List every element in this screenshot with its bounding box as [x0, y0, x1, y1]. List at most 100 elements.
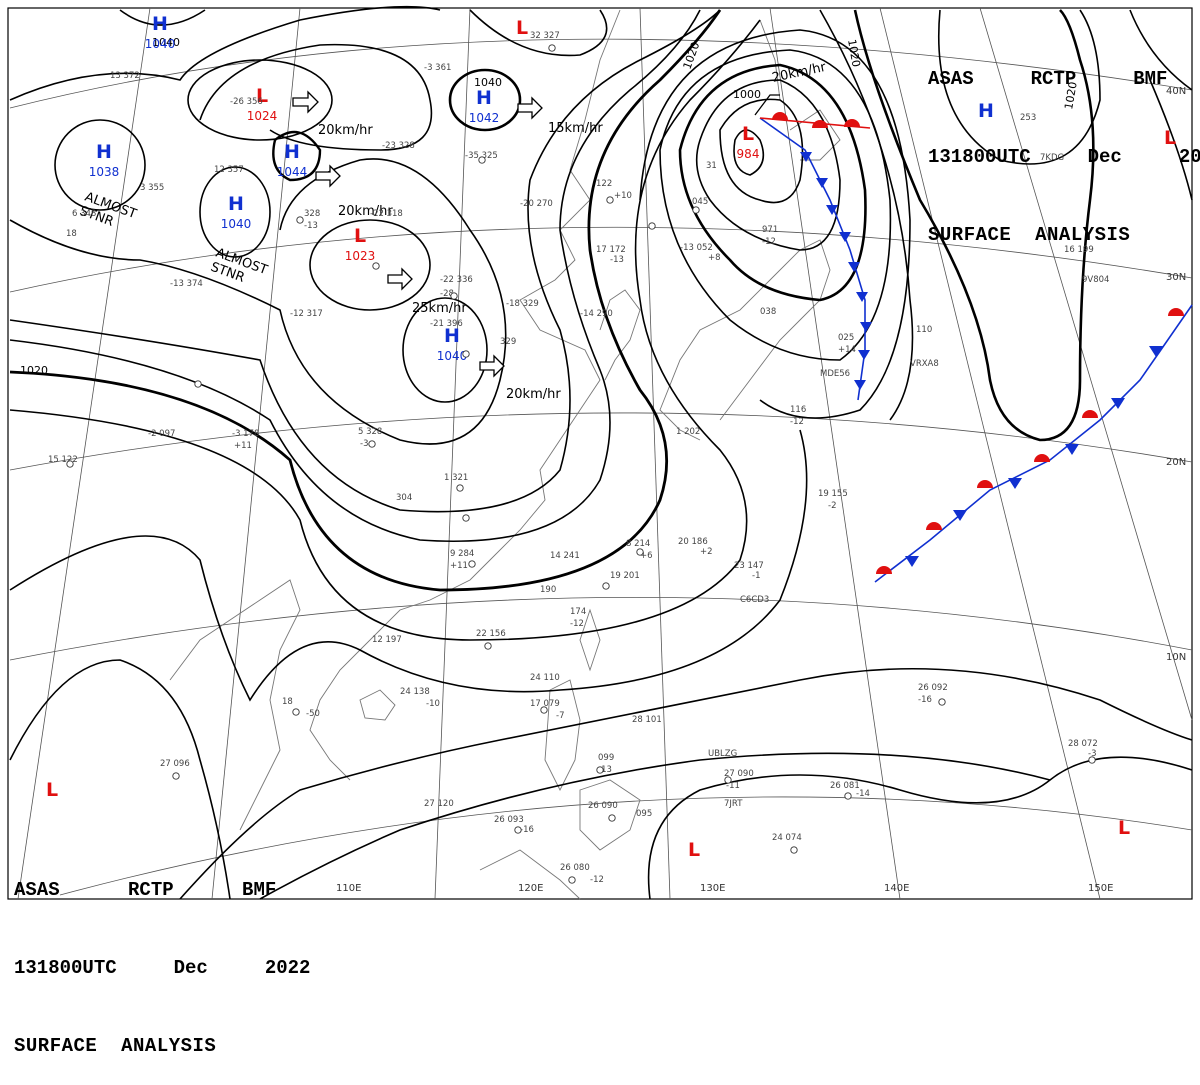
station-report: 116 [790, 405, 806, 415]
latitude-line-0 [59, 796, 1193, 896]
isobar-label: 1020 [1062, 81, 1080, 111]
station-report: 038 [760, 307, 776, 317]
center-pressure-value: 1023 [345, 249, 376, 263]
station-marker [1088, 756, 1096, 764]
cold-front-triangle [953, 510, 967, 521]
station-marker [484, 642, 492, 650]
station-report: 31 [706, 161, 717, 171]
latitude-line-30n [9, 226, 1193, 293]
cold-front-triangle [856, 292, 868, 302]
station-marker [372, 262, 380, 270]
station-report: -3 178 [232, 429, 259, 439]
coordinate-labels: 40N 30N 20N 10N 110E 120E 130E 140E 150E [336, 86, 1186, 894]
station-report: 304 [396, 493, 412, 503]
lat-lon-grid [9, 7, 1193, 900]
station-report: 6 348 [72, 209, 96, 219]
station-report: +8 [708, 253, 721, 263]
station-marker [938, 698, 946, 706]
low-pressure-center: L 984 [737, 123, 760, 161]
station-report: -13 052 [680, 243, 713, 253]
station-report: 5 328 [358, 427, 382, 437]
high-pressure-center: H 1042 [469, 87, 500, 125]
isobar-north-loop [469, 9, 608, 57]
longitude-line-160e [979, 7, 1193, 721]
isobar-1016 [9, 19, 761, 641]
station-marker [462, 514, 470, 522]
station-marker [462, 350, 470, 358]
center-pressure-value: 1024 [247, 109, 278, 123]
station-marker [368, 440, 376, 448]
station-report: 26 081 [830, 781, 860, 791]
high-pressure-center: H 1040 [437, 325, 468, 363]
station-report: -14 290 [580, 309, 613, 319]
coast-china [309, 9, 621, 781]
station-report: -13 [598, 765, 612, 775]
low-symbol: L [256, 85, 268, 107]
center-pressure-value: 1044 [277, 165, 308, 179]
high-symbol: H [96, 141, 112, 163]
station-report: -22 318 [370, 209, 403, 219]
isobar-1008 [678, 63, 867, 302]
station-report: 095 [636, 809, 652, 819]
station-report: +2 [700, 547, 713, 557]
isobar-label: 1040 [474, 76, 502, 89]
station-report: 253 [1020, 113, 1036, 123]
movement-arrow [315, 164, 341, 188]
station-report: -28 [440, 289, 454, 299]
station-report: -13 [304, 221, 318, 231]
lon-label: 140E [884, 883, 909, 894]
warm-front-semicircle [977, 480, 993, 488]
center-pressure-value: 1040 [221, 217, 252, 231]
station-report: -1 [752, 571, 760, 581]
low-symbol: L [46, 779, 58, 801]
isobar-low-984-inner [733, 129, 765, 176]
station-report: 22 156 [476, 629, 506, 639]
isobar-1032 [9, 158, 507, 445]
station-report: -23 328 [382, 141, 415, 151]
station-report: 174 [570, 607, 586, 617]
movement-arrow [387, 267, 413, 291]
cold-front-triangle [854, 380, 866, 390]
coast-hainan [359, 689, 396, 721]
station-report: -3 361 [424, 63, 451, 73]
station-report: -10 [426, 699, 440, 709]
station-report: MDE56 [820, 369, 850, 379]
isobar-ne-1024 [819, 9, 914, 421]
lat-label: 20N [1166, 457, 1186, 468]
isobar-trough-south [647, 756, 1193, 900]
station-report: 190 [540, 585, 556, 595]
low-pressure-center: L [516, 17, 528, 39]
movement-arrows [292, 90, 780, 378]
center-pressure-value: 984 [737, 147, 760, 161]
station-marker [66, 460, 74, 468]
station-report: 7JRT [724, 799, 743, 809]
station-report: -12 [570, 619, 584, 629]
station-report: -7 [556, 711, 564, 721]
isobar-1028 [9, 9, 721, 513]
cold-front-triangle [1111, 398, 1125, 409]
station-report: -12 317 [290, 309, 323, 319]
station-report: 24 138 [400, 687, 430, 697]
title-line-time: 131800UTC Dec 2022 [928, 146, 1200, 168]
station-marker [548, 44, 556, 52]
isobar-label: 1000 [733, 88, 761, 101]
station-report: 12 357 [214, 165, 244, 175]
isobar-high-top [119, 9, 206, 26]
station-report: -12 [590, 875, 604, 885]
lon-label: 150E [1088, 883, 1113, 894]
station-report: 3 355 [140, 183, 164, 193]
station-report: 1 202 [676, 427, 700, 437]
low-symbol: L [1118, 817, 1130, 839]
title-line-product: SURFACE ANALYSIS [928, 224, 1131, 246]
station-report: 28 072 [1068, 739, 1098, 749]
cold-front-triangle [839, 232, 851, 242]
cold-front-triangle [1065, 444, 1079, 455]
warm-front-semicircle [1168, 308, 1184, 316]
movement-label: 20km/hr [506, 387, 561, 402]
station-marker [606, 196, 614, 204]
station-marker [602, 582, 610, 590]
title-line-station: ASAS RCTP BMF [928, 68, 1168, 90]
station-report: 025 [838, 333, 854, 343]
longitude-line-130e [639, 7, 671, 900]
station-report: 329 [500, 337, 516, 347]
